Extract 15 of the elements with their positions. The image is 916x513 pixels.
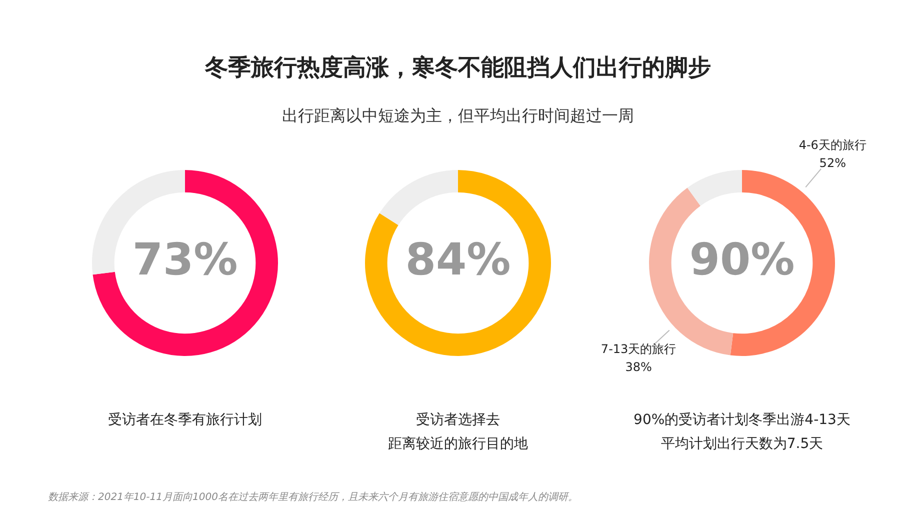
slice-label: 7-13天的旅行 <box>600 342 676 356</box>
text: 冬季旅行热度高涨，寒冬不能阻挡人们出行的脚步 <box>204 54 712 83</box>
text: 90%的受访者计划冬季出游4-13天 <box>634 412 850 428</box>
text: 出行距离以中短途为主，但平均出行时间超过一周 <box>281 106 635 127</box>
data-label: 38% <box>625 360 652 374</box>
data-label: 52% <box>819 156 846 170</box>
slice-label: 4-6天的旅行 <box>798 138 866 152</box>
text: 90% <box>689 234 795 286</box>
text: 平均计划出行天数为7.5天 <box>660 436 824 452</box>
data-label: 73% <box>132 234 238 286</box>
text: 受访者选择去 <box>416 412 500 428</box>
text: 距离较近的旅行目的地 <box>388 436 528 452</box>
data-label: 84% <box>405 234 511 286</box>
text: 受访者在冬季有旅行计划 <box>107 411 263 430</box>
source-note: 数据来源：2021年10-11月面向1000名在过去两年里有旅行经历，且未来六个月有旅游住宿意愿的中国成年人的调研。 <box>48 490 578 504</box>
